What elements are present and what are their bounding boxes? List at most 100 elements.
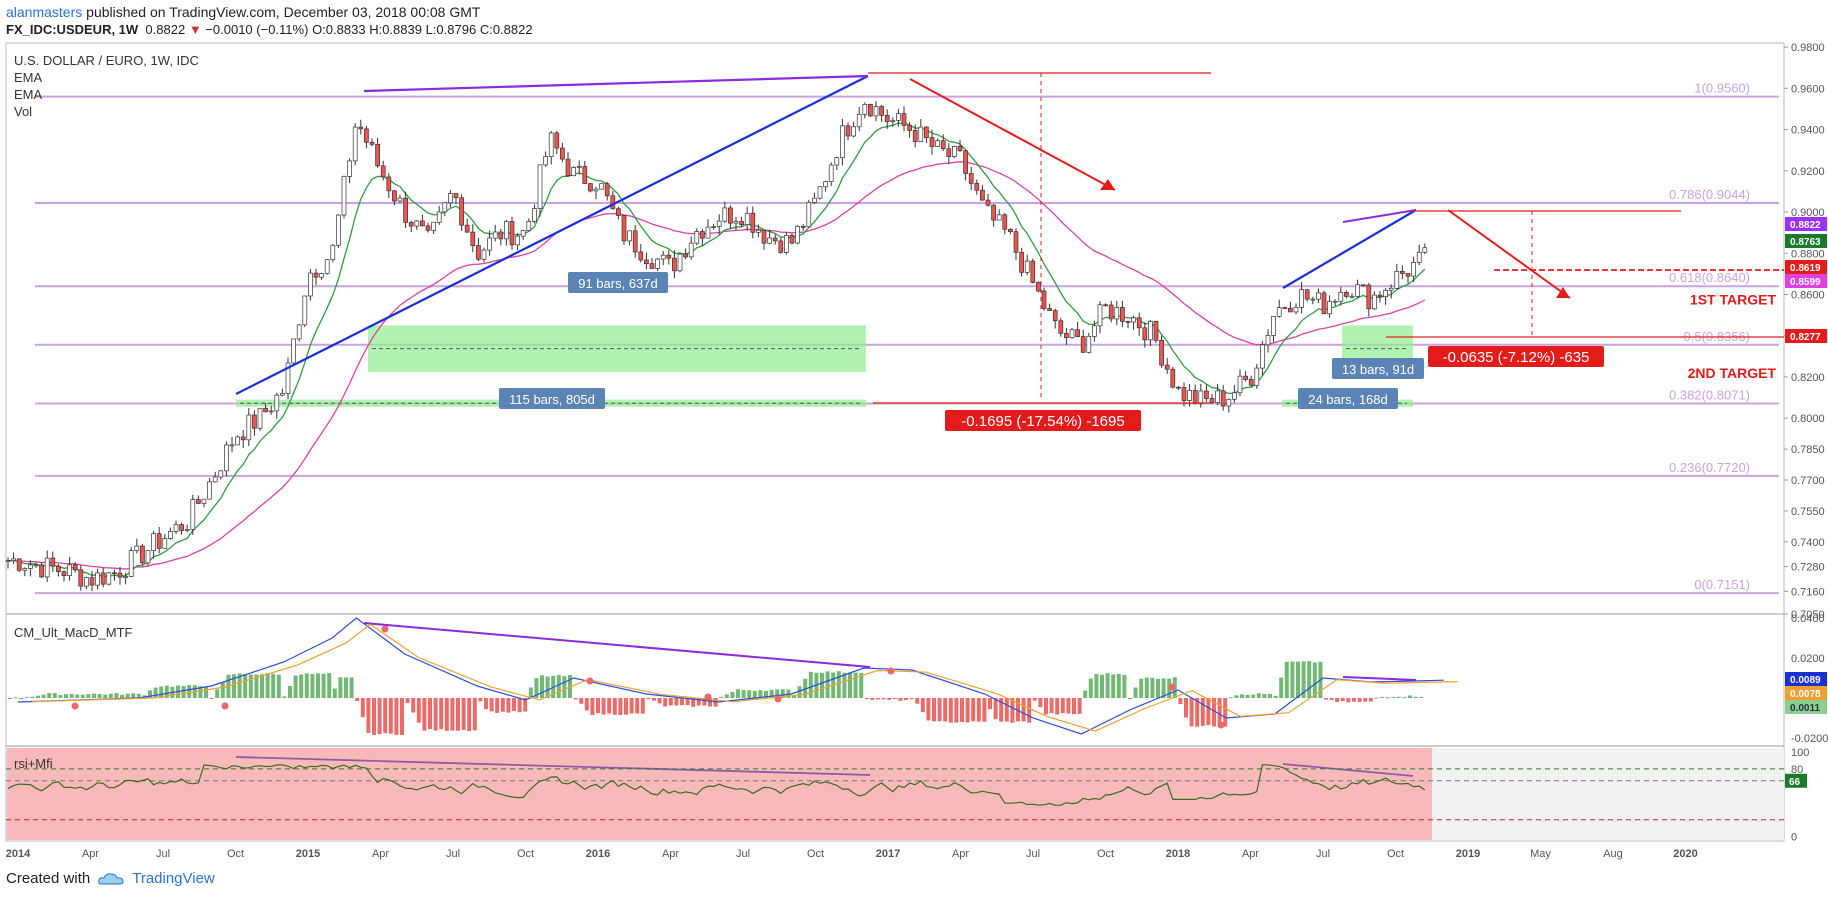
macd-title[interactable]: CM_Ult_MacD_MTF xyxy=(14,625,133,640)
close-value: C:0.8822 xyxy=(479,22,533,37)
candle-down xyxy=(89,577,95,586)
candle-up xyxy=(268,410,274,413)
macd-cross-dot xyxy=(774,695,782,703)
price-tick-label: 0.7280 xyxy=(1791,562,1825,574)
author-link[interactable]: alanmasters xyxy=(6,4,83,20)
macd-histogram-bar xyxy=(1324,698,1328,700)
candle-down xyxy=(1176,386,1181,389)
time-tick-label: Oct xyxy=(1097,848,1114,860)
macd-histogram-bar xyxy=(282,696,287,698)
candle-up xyxy=(229,444,235,447)
rsi-tick-label: 80 xyxy=(1791,764,1803,776)
candle-down xyxy=(884,114,890,122)
candle-up xyxy=(184,528,190,531)
candle-down xyxy=(1013,231,1019,253)
candle-up xyxy=(324,259,330,274)
price-tick-label: 0.9200 xyxy=(1791,166,1825,178)
macd-histogram-bar xyxy=(730,691,735,698)
price-tick-label: 0.8000 xyxy=(1791,413,1825,425)
macd-histogram-bar xyxy=(1408,695,1412,698)
macd-histogram-bar xyxy=(114,693,119,698)
candle-up xyxy=(246,414,252,441)
macd-histogram-bar xyxy=(1116,674,1121,698)
candle-down xyxy=(1136,317,1142,329)
candle-down xyxy=(700,231,705,239)
candle-up xyxy=(33,564,39,567)
price-tick-label: 0.8200 xyxy=(1791,372,1825,384)
macd-histogram-bar xyxy=(500,698,505,712)
macd-histogram-bar xyxy=(433,698,438,731)
measure-label-91-bars-bg xyxy=(568,272,668,293)
macd-histogram-bar xyxy=(1072,698,1076,715)
candle-up xyxy=(756,229,761,233)
candle-down xyxy=(672,257,677,272)
macd-histogram-bar xyxy=(517,698,522,713)
macd-histogram-bar xyxy=(1385,697,1390,699)
price-label-bg xyxy=(1785,217,1827,231)
candle-down xyxy=(358,126,364,130)
macd-histogram-bar xyxy=(338,677,343,698)
macd-histogram-bar xyxy=(657,698,662,704)
macd-histogram-bar xyxy=(131,693,136,698)
candle-down xyxy=(879,106,884,116)
candle-down xyxy=(112,572,117,575)
tradingview-link[interactable]: TradingView xyxy=(132,870,215,887)
candle-up xyxy=(162,538,168,549)
candle-up xyxy=(935,140,940,147)
candle-up xyxy=(520,230,526,237)
arrowhead-1 xyxy=(1100,179,1115,190)
candle-down xyxy=(459,197,464,226)
macd-histogram-bar xyxy=(702,698,707,706)
macd-histogram-bar xyxy=(590,698,595,715)
candle-down xyxy=(901,113,907,126)
macd-histogram-bar xyxy=(618,698,623,715)
time-tick-label: Aug xyxy=(1603,848,1623,860)
candle-up xyxy=(201,498,207,504)
tradingview-cloud-icon xyxy=(98,872,124,884)
price-tick-label: 0.7160 xyxy=(1791,586,1825,598)
macd-histogram-bar xyxy=(316,673,320,698)
macd-histogram-bar xyxy=(640,698,645,714)
indicator-vol[interactable]: Vol xyxy=(14,104,32,119)
macd-histogram-bar xyxy=(876,698,880,700)
macd-histogram-bar xyxy=(136,693,141,698)
candle-down xyxy=(638,251,644,261)
macd-histogram-bar xyxy=(758,690,763,698)
rsi-title[interactable]: rsi+Mfi xyxy=(14,756,53,771)
macd-histogram-bar xyxy=(220,682,225,698)
high-value: H:0.8839 xyxy=(369,22,422,37)
macd-histogram-bar xyxy=(601,698,606,715)
price-tick-label: 0.8800 xyxy=(1791,248,1825,260)
candle-up xyxy=(1265,334,1271,346)
candle-down xyxy=(683,253,688,258)
candle-down xyxy=(1282,307,1288,309)
macd-histogram-bar xyxy=(344,677,348,698)
macd-histogram-bar xyxy=(1016,698,1020,722)
candle-up xyxy=(532,208,537,222)
macd-histogram-bar xyxy=(736,689,740,698)
macd-histogram-bar xyxy=(724,694,729,698)
trend-drawings[interactable]: 1ST TARGET 2ND TARGET xyxy=(235,72,1784,777)
indicator-ema-2[interactable]: EMA xyxy=(14,87,43,102)
time-tick-label: 2020 xyxy=(1673,848,1697,860)
created-with-text: Created with xyxy=(6,870,91,887)
candle-up xyxy=(1332,300,1338,303)
macd-histogram-bar xyxy=(209,698,214,699)
macd-tick-label: 0.0200 xyxy=(1791,653,1825,665)
chart-canvas[interactable]: 1(0.9560) 0.786(0.9044) 0.618(0.8640) 0.5(0… xyxy=(0,0,1828,860)
macd-histogram-bar xyxy=(904,698,908,701)
last-price: 0.8822 xyxy=(145,22,186,37)
macd-histogram-bar xyxy=(92,693,96,698)
macd-histogram-bar xyxy=(1279,677,1284,698)
macd-histogram-bar xyxy=(584,698,589,711)
indicator-ema-1[interactable]: EMA xyxy=(14,70,43,85)
price-tick-label: 0.9000 xyxy=(1791,207,1825,219)
macd-histogram-bar xyxy=(400,698,404,735)
macd-histogram-bar xyxy=(562,676,567,698)
target-label: 1ST TARGET xyxy=(1690,292,1777,308)
candle-down xyxy=(778,240,784,253)
macd-histogram-bar xyxy=(366,698,371,733)
candle-down xyxy=(1019,251,1024,273)
candle-down xyxy=(375,143,380,167)
macd-histogram-bar xyxy=(489,698,494,712)
